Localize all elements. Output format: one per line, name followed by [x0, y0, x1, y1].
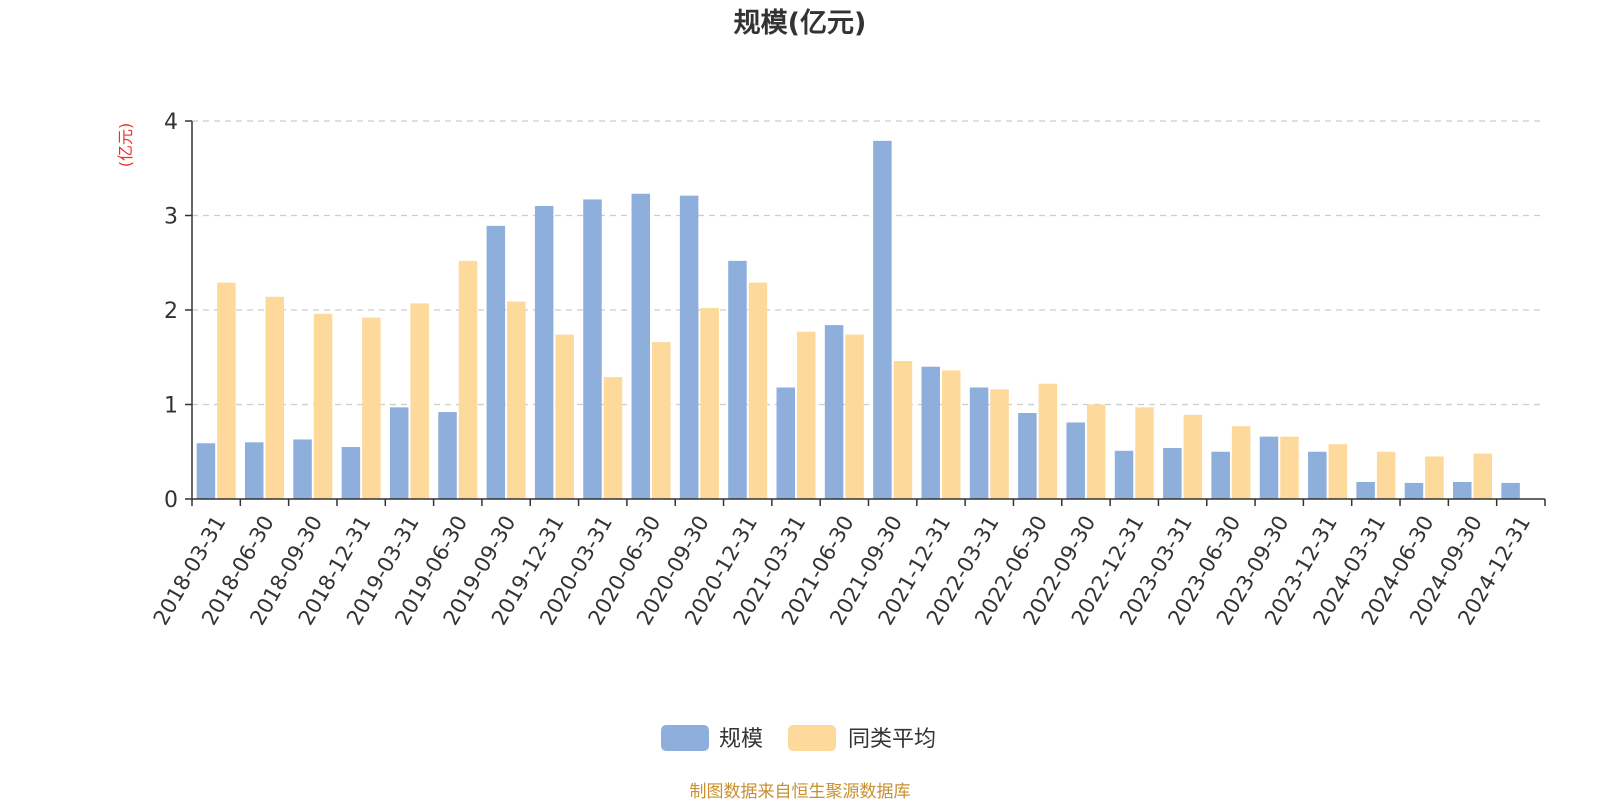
y-tick-label: 3	[164, 205, 178, 230]
bar-scale	[389, 407, 409, 499]
bar-category-average	[603, 377, 623, 499]
y-axis-unit-label: (亿元)	[116, 123, 135, 168]
bar-category-average	[700, 308, 719, 499]
bar-scale	[1163, 447, 1182, 499]
bar-category-average	[1135, 407, 1154, 499]
legend-label-category-average[interactable]: 同类平均	[848, 727, 936, 752]
bar-category-average	[1280, 436, 1299, 499]
bar-scale	[1404, 482, 1424, 499]
bar-scale	[1066, 422, 1085, 499]
bar-category-average	[1473, 453, 1493, 499]
bar-category-average	[458, 260, 478, 499]
bar-scale	[1356, 481, 1375, 499]
y-tick-label: 0	[164, 488, 178, 513]
bar-category-average	[748, 282, 768, 499]
bar-scale	[1501, 482, 1520, 499]
bar-category-average	[893, 361, 913, 499]
bar-category-average	[555, 334, 574, 499]
legend: 规模 同类平均	[661, 725, 936, 752]
bar-scale	[631, 193, 651, 499]
bar-category-average	[1183, 414, 1203, 499]
bar-scale	[438, 412, 457, 499]
grid-lines	[192, 120, 1545, 406]
bar-category-average	[1328, 444, 1348, 499]
bar-scale	[728, 260, 747, 499]
bar-scale	[244, 442, 264, 499]
bar-scale	[921, 366, 940, 499]
bar-category-average	[410, 303, 429, 499]
bar-category-average	[990, 389, 1009, 499]
bar-scale	[1259, 436, 1279, 499]
bar-scale	[583, 199, 602, 499]
bar-scale	[196, 443, 216, 499]
bar-scale	[969, 387, 989, 499]
bar-scale	[824, 325, 844, 499]
bar-scale	[341, 447, 361, 499]
bar-scale	[1114, 450, 1134, 499]
bar-category-average	[313, 313, 333, 499]
bar-scale	[776, 387, 796, 499]
bar-scale	[1453, 481, 1472, 499]
bar-category-average	[797, 331, 816, 499]
legend-swatch-scale[interactable]	[661, 725, 709, 751]
bar-category-average	[652, 342, 671, 499]
bar-scale	[1308, 451, 1327, 499]
bar-category-average	[1086, 404, 1106, 499]
y-tick-label: 2	[164, 299, 178, 324]
bar-category-average	[941, 370, 961, 499]
y-tick-label: 1	[164, 394, 178, 419]
bar-scale	[293, 439, 312, 499]
data-source-note: 制图数据来自恒生聚源数据库	[690, 782, 911, 800]
y-tick-label: 4	[164, 110, 178, 135]
bar-category-average	[362, 317, 381, 499]
bar-scale	[1018, 413, 1037, 499]
bar-category-average	[265, 296, 284, 499]
bar-category-average	[845, 334, 864, 499]
bar-category-average	[1376, 451, 1396, 499]
bar-scale	[534, 206, 554, 500]
chart-title: 规模(亿元)	[734, 8, 867, 39]
bar-category-average	[1038, 383, 1058, 499]
bar-scale	[1211, 451, 1230, 499]
bar-scale	[873, 140, 892, 499]
legend-swatch-category-average[interactable]	[788, 725, 836, 751]
bar-scale	[679, 195, 699, 499]
bar-category-average	[507, 301, 526, 499]
bar-category-average	[1425, 456, 1444, 499]
bar-category-average	[1231, 426, 1251, 499]
bar-scale	[486, 225, 506, 499]
legend-label-scale[interactable]: 规模	[719, 727, 763, 752]
bars	[196, 140, 1520, 500]
bar-category-average	[217, 282, 236, 499]
